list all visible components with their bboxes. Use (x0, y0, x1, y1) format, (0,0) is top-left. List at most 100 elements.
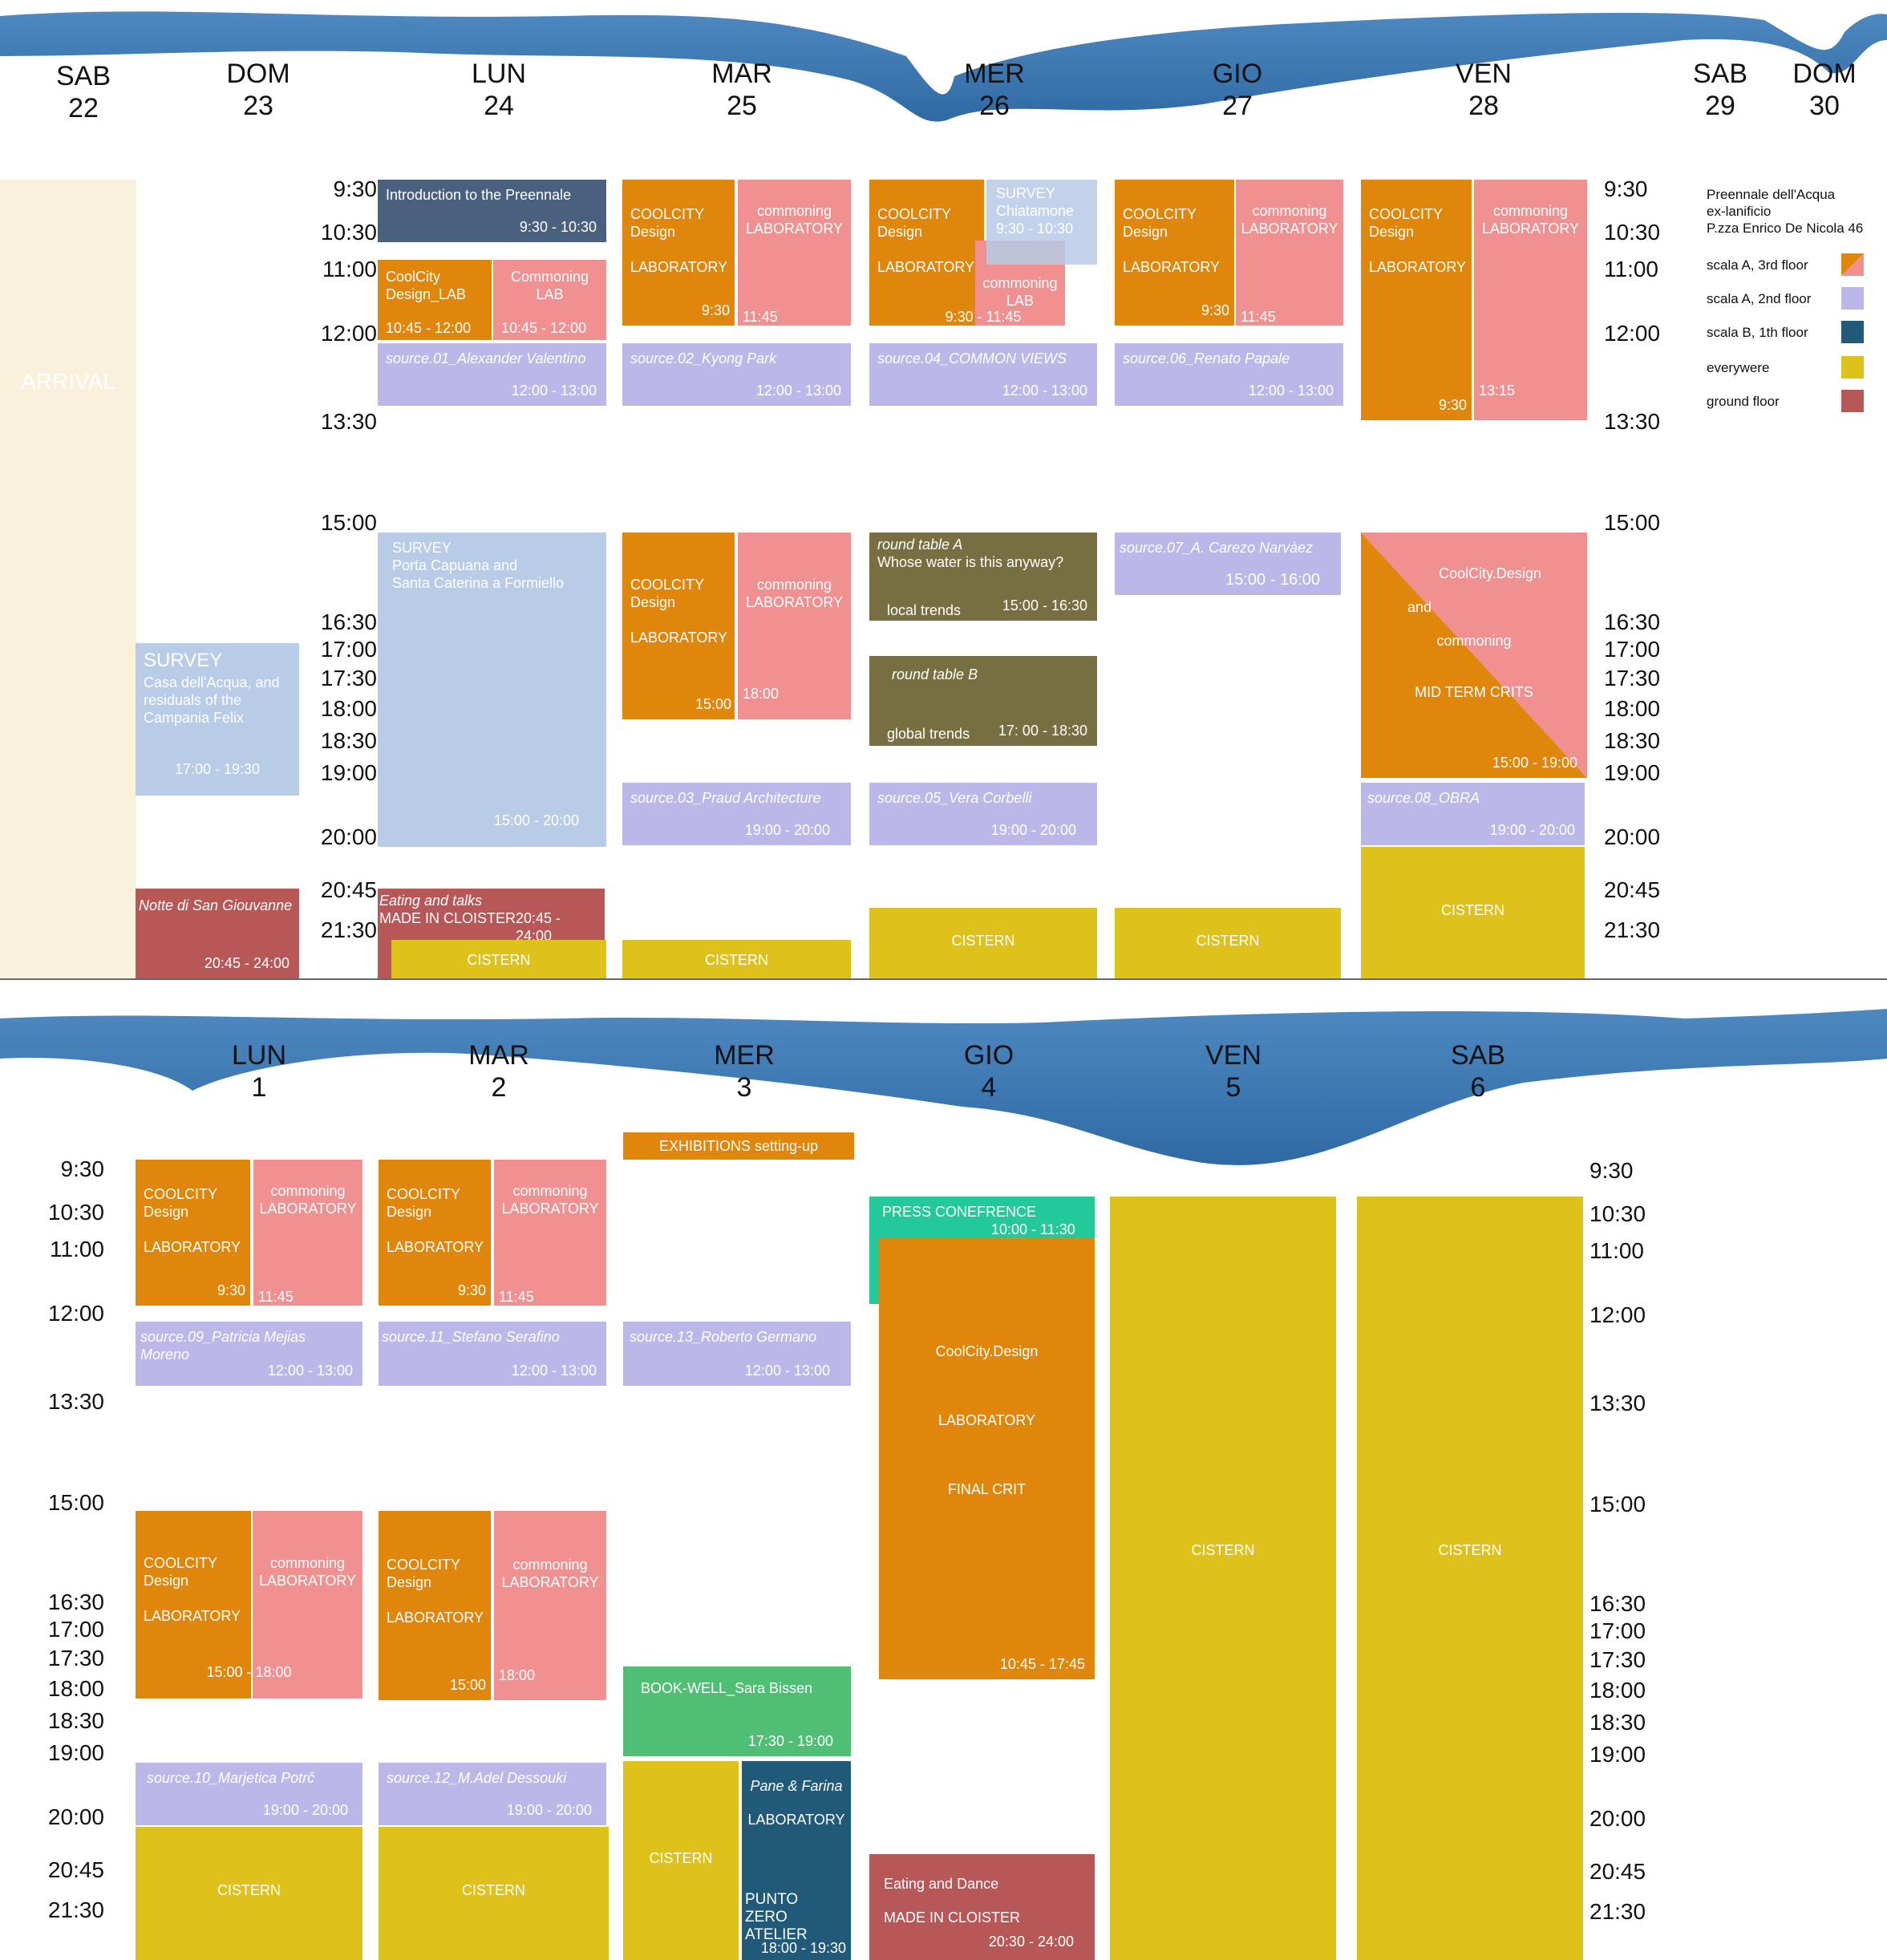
time-label: 18:30 (47, 1708, 104, 1733)
event-time: 9:30 - 11:45 (945, 309, 1022, 325)
day-header: VEN 28 (1456, 59, 1512, 121)
event-time: 9:30 (1201, 302, 1229, 318)
event-title: BOOK-WELL_Sara Bissen (641, 1680, 813, 1696)
event-source-11[interactable]: source.11_Stefano Serafino 12:00 - 13:00 (379, 1322, 606, 1386)
event-coolcity-laboratory[interactable]: COOLCITY Design LABORATORY 15:00 (622, 533, 735, 719)
event-book-well[interactable]: BOOK-WELL_Sara Bissen 17:30 - 19:00 (623, 1666, 851, 1756)
event-cistern[interactable]: CISTERN (623, 1761, 739, 1960)
event-cistern[interactable]: CISTERN (391, 940, 606, 978)
event-source-01[interactable]: source.01_Alexander Valentino 12:00 - 13… (378, 343, 606, 406)
event-time: 12:00 - 13:00 (511, 1363, 597, 1379)
event-notte-san-giovanni[interactable]: Notte di San Giouvanne 20:45 - 24:00 (136, 889, 299, 978)
event-coolcity-laboratory[interactable]: COOLCITY Design LABORATORY 9:30 (1361, 180, 1472, 420)
event-title: commoning LAB (982, 275, 1058, 309)
time-label: 21:30 (47, 1897, 104, 1922)
event-time: 15:00 - 19:00 (1492, 755, 1577, 771)
event-commoning-laboratory[interactable]: commoning LABORATORY 18:00 (494, 1511, 606, 1700)
event-cistern[interactable]: CISTERN (136, 1827, 362, 1960)
event-source-03[interactable]: source.03_Praud Architecture 19:00 - 20:… (622, 783, 851, 845)
event-source-07[interactable]: source.07_A. Carezo Narvàez 15:00 - 16:0… (1115, 533, 1341, 595)
event-source-08[interactable]: source.08_OBRA 19:00 - 20:00 (1361, 783, 1585, 845)
event-commoning-laboratory[interactable]: commoning LABORATORY 18:00 (738, 533, 851, 719)
event-introduction[interactable]: Introduction to the Preennale 9:30 - 10:… (378, 180, 606, 242)
time-label: 19:00 (1604, 760, 1661, 785)
event-coolcity-laboratory[interactable]: COOLCITY Design LABORATORY 9:30 (622, 180, 735, 326)
legend-label: scala A, 2nd floor (1707, 291, 1812, 306)
event-source-09[interactable]: source.09_Patricia Mejias Moreno 12:00 -… (136, 1322, 362, 1386)
time-label: 16:30 (320, 609, 377, 634)
time-label: 20:00 (1604, 824, 1661, 849)
event-survey-porta-capuana[interactable]: SURVEY Porta Capuana and Santa Caterina … (378, 533, 606, 847)
day-header: VEN 5 (1205, 1040, 1261, 1103)
event-commoning-laboratory[interactable]: commoning LABORATORY (253, 1511, 362, 1699)
time-label: 17:30 (47, 1646, 104, 1670)
event-source-13[interactable]: source.13_Roberto Germano 12:00 - 13:00 (623, 1322, 851, 1386)
event-exhibitions-setting-up[interactable]: EXHIBITIONS setting-up (623, 1132, 854, 1160)
arrival-label: ARRIVAL (21, 369, 115, 394)
event-commoning-laboratory[interactable]: commoning LABORATORY 11:45 (253, 1160, 362, 1306)
time-label: 19:00 (47, 1740, 104, 1765)
event-coolcity-laboratory[interactable]: COOLCITY Design LABORATORY 9:30 (1115, 180, 1234, 326)
event-title: Commoning LAB (510, 269, 589, 302)
legend-item: ground floor (1707, 390, 1867, 412)
event-final-crit[interactable]: CoolCity.Design LABORATORY FINAL CRIT 10… (879, 1238, 1095, 1679)
event-title: round table B (892, 666, 978, 682)
event-time: 19:00 - 20:00 (262, 1802, 348, 1818)
event-title: Eating and talks (379, 893, 483, 909)
event-cistern[interactable]: CISTERN (1357, 1197, 1583, 1960)
event-survey-casa-acqua[interactable]: SURVEY Casa dell'Acqua, and residuals of… (136, 643, 299, 796)
event-pane-farina-laboratory[interactable]: Pane & Farina LABORATORY PUNTO ZERO ATEL… (742, 1761, 851, 1960)
event-title: source.01_Alexander Valentino (386, 350, 586, 366)
event-commoning-laboratory[interactable]: commoning LABORATORY 11:45 (1236, 180, 1343, 326)
event-cistern[interactable]: CISTERN (1361, 847, 1585, 978)
time-label: 18:00 (47, 1676, 104, 1701)
event-cistern[interactable]: CISTERN (1115, 908, 1341, 978)
time-label: 20:00 (47, 1804, 104, 1829)
legend-label: scala B, 1th floor (1707, 325, 1808, 340)
event-mid-term-crits[interactable]: CoolCity.Design and commoning MID TERM C… (1361, 533, 1587, 778)
event-title: commoning LABORATORY (745, 577, 844, 610)
event-time: 15:00 - 18:00 (206, 1664, 292, 1680)
event-commoning-laboratory[interactable]: commoning LABORATORY 11:45 (494, 1160, 606, 1306)
event-source-10[interactable]: source.10_Marjetica Potrč 19:00 - 20:00 (136, 1763, 362, 1825)
event-title: Introduction to the Preennale (386, 187, 572, 203)
event-commoning-laboratory[interactable]: commoning LABORATORY 11:45 (738, 180, 851, 326)
event-coolcity-lab[interactable]: CoolCity Design_LAB 10:45 - 12:00 (378, 260, 492, 340)
time-label: 10:30 (1589, 1201, 1646, 1226)
time-label: 17:30 (320, 666, 377, 690)
time-label: 11:00 (1589, 1238, 1644, 1263)
event-coolcity-laboratory[interactable]: COOLCITY Design LABORATORY (869, 180, 984, 326)
time-label: 17:00 (1604, 637, 1661, 662)
event-cistern[interactable]: CISTERN (622, 940, 851, 978)
event-source-12[interactable]: source.12_M.Adel Dessouki 19:00 - 20:00 (379, 1763, 606, 1825)
event-source-02[interactable]: source.02_Kyong Park 12:00 - 13:00 (622, 343, 851, 406)
event-round-table-a[interactable]: round table A Whose water is this anyway… (869, 533, 1097, 621)
event-source-05[interactable]: source.05_Vera Corbelli 19:00 - 20:00 (869, 783, 1097, 845)
event-coolcity-laboratory[interactable]: COOLCITY Design LABORATORY 9:30 (379, 1160, 491, 1306)
arrival-block[interactable]: ARRIVAL (0, 180, 136, 978)
event-eating-and-dance[interactable]: Eating and Dance MADE IN CLOISTER 20:30 … (869, 1854, 1095, 1960)
event-coolcity-laboratory[interactable]: COOLCITY Design LABORATORY (136, 1511, 251, 1699)
event-title: CISTERN (704, 952, 768, 968)
event-title: source.03_Praud Architecture (630, 790, 821, 806)
time-label: 20:45 (1604, 877, 1661, 902)
event-source-04[interactable]: source.04_COMMON VIEWS 12:00 - 13:00 (869, 343, 1097, 406)
time-label: 20:00 (1589, 1806, 1646, 1831)
event-title: SURVEY Chiatamone 9:30 - 10:30 (996, 185, 1075, 237)
event-coolcity-laboratory[interactable]: COOLCITY Design LABORATORY 9:30 (136, 1160, 250, 1306)
event-time: 15:00 - 20:00 (493, 812, 579, 828)
event-survey-chiatamone[interactable]: SURVEY Chiatamone 9:30 - 10:30 (986, 180, 1097, 265)
event-commoning-laboratory[interactable]: commoning LABORATORY 13:15 (1474, 180, 1587, 420)
event-title: CISTERN (1440, 902, 1504, 918)
event-title: source.08_OBRA (1367, 790, 1480, 806)
event-cistern[interactable]: CISTERN (869, 908, 1097, 978)
event-round-table-b[interactable]: round table B global trends 17: 00 - 18:… (869, 656, 1097, 746)
event-coolcity-laboratory[interactable]: COOLCITY Design LABORATORY 15:00 (379, 1511, 491, 1700)
legend-venue-sub: ex-lanificio (1707, 204, 1772, 219)
event-line: and (1407, 599, 1432, 615)
event-cistern[interactable]: CISTERN (1110, 1197, 1336, 1960)
event-commoning-lab[interactable]: Commoning LAB 10:45 - 12:00 (493, 260, 606, 340)
event-source-06[interactable]: source.06_Renato Papale 12:00 - 13:00 (1115, 343, 1343, 406)
event-cistern[interactable]: CISTERN (379, 1827, 609, 1960)
time-label: 20:45 (1589, 1859, 1646, 1884)
